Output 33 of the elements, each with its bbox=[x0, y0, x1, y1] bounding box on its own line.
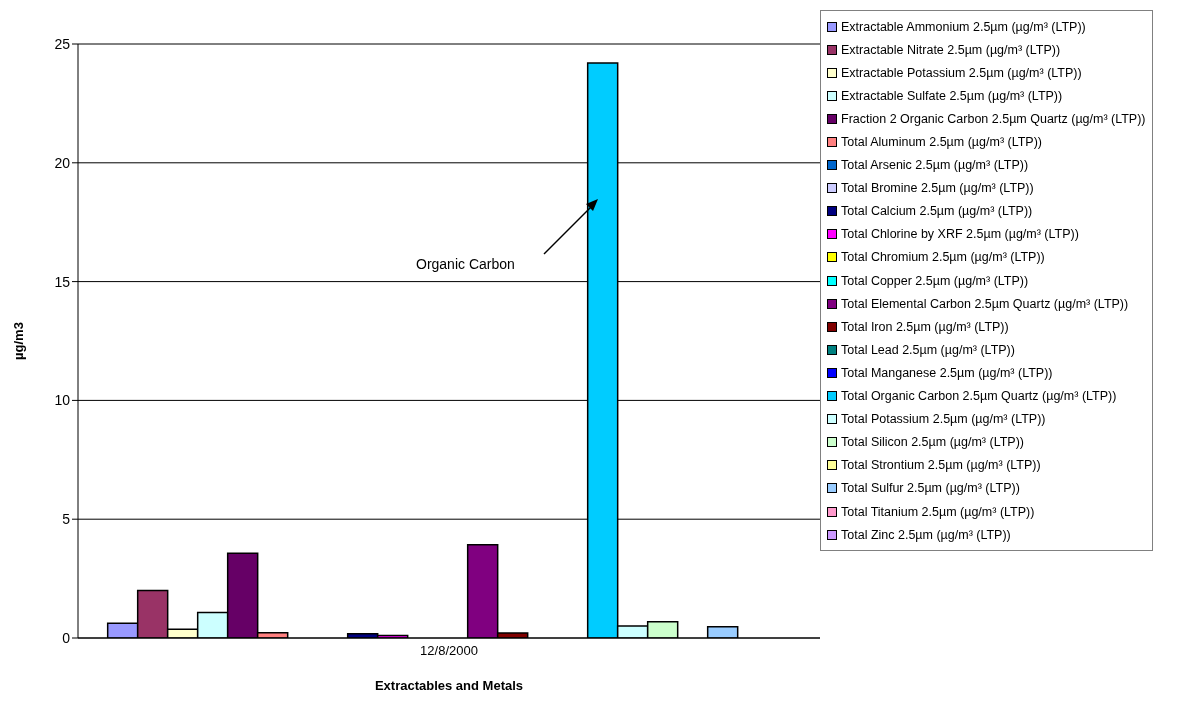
y-tick-label: 0 bbox=[62, 629, 71, 646]
legend-label: Extractable Nitrate 2.5µm (µg/m³ (LTP)) bbox=[841, 42, 1061, 57]
legend-label: Total Calcium 2.5µm (µg/m³ (LTP)) bbox=[841, 204, 1033, 219]
y-tick-label: 20 bbox=[54, 154, 71, 171]
legend-label: Total Strontium 2.5µm (µg/m³ (LTP)) bbox=[841, 458, 1041, 473]
legend-label: Fraction 2 Organic Carbon 2.5µm Quartz (µg/m³ (LTP)) bbox=[841, 111, 1146, 126]
legend-label: Total Lead 2.5µm (µg/m³ (LTP)) bbox=[841, 342, 1015, 357]
x-axis-title: Extractables and Metals bbox=[374, 678, 524, 693]
annotation: Organic Carbon bbox=[416, 256, 515, 272]
legend-label: Total Aluminum 2.5µm (µg/m³ (LTP)) bbox=[841, 135, 1043, 150]
x-tick-label: 12/8/2000 bbox=[420, 643, 478, 659]
legend-label: Total Zinc 2.5µm (µg/m³ (LTP)) bbox=[841, 527, 1011, 542]
legend-label: Total Chlorine by XRF 2.5µm (µg/m³ (LTP)) bbox=[841, 227, 1079, 242]
y-tick-label: 10 bbox=[54, 392, 71, 409]
y-tick-label: 15 bbox=[54, 273, 71, 290]
y-tick-label: 5 bbox=[62, 511, 71, 528]
y-tick-label: 25 bbox=[54, 35, 71, 52]
legend-label: Total Arsenic 2.5µm (µg/m³ (LTP)) bbox=[841, 158, 1029, 173]
legend-label: Total Potassium 2.5µm (µg/m³ (LTP)) bbox=[841, 412, 1046, 427]
legend-label: Total Titanium 2.5µm (µg/m³ (LTP)) bbox=[841, 504, 1035, 519]
y-axis-title: µg/m3 bbox=[10, 322, 26, 360]
legend-label: Total Copper 2.5µm (µg/m³ (LTP)) bbox=[841, 273, 1029, 288]
legend-label: Total Manganese 2.5µm (µg/m³ (LTP)) bbox=[841, 365, 1053, 380]
legend-label: Total Elemental Carbon 2.5µm Quartz (µg/m³ (LTP)) bbox=[841, 296, 1129, 311]
legend-label: Extractable Ammonium 2.5µm (µg/m³ (LTP)) bbox=[841, 19, 1086, 34]
legend-label: Extractable Sulfate 2.5µm (µg/m³ (LTP)) bbox=[841, 88, 1063, 103]
legend-label: Total Sulfur 2.5µm (µg/m³ (LTP)) bbox=[841, 481, 1020, 496]
legend-label: Total Bromine 2.5µm (µg/m³ (LTP)) bbox=[841, 181, 1034, 196]
legend-label: Total Silicon 2.5µm (µg/m³ (LTP)) bbox=[841, 435, 1024, 450]
legend-label: Extractable Potassium 2.5µm (µg/m³ (LTP)) bbox=[841, 65, 1082, 80]
legend-label: Total Organic Carbon 2.5µm Quartz (µg/m³ (LTP)) bbox=[841, 389, 1117, 404]
legend-label: Total Chromium 2.5µm (µg/m³ (LTP)) bbox=[841, 250, 1045, 265]
legend-label: Total Iron 2.5µm (µg/m³ (LTP)) bbox=[841, 319, 1009, 334]
